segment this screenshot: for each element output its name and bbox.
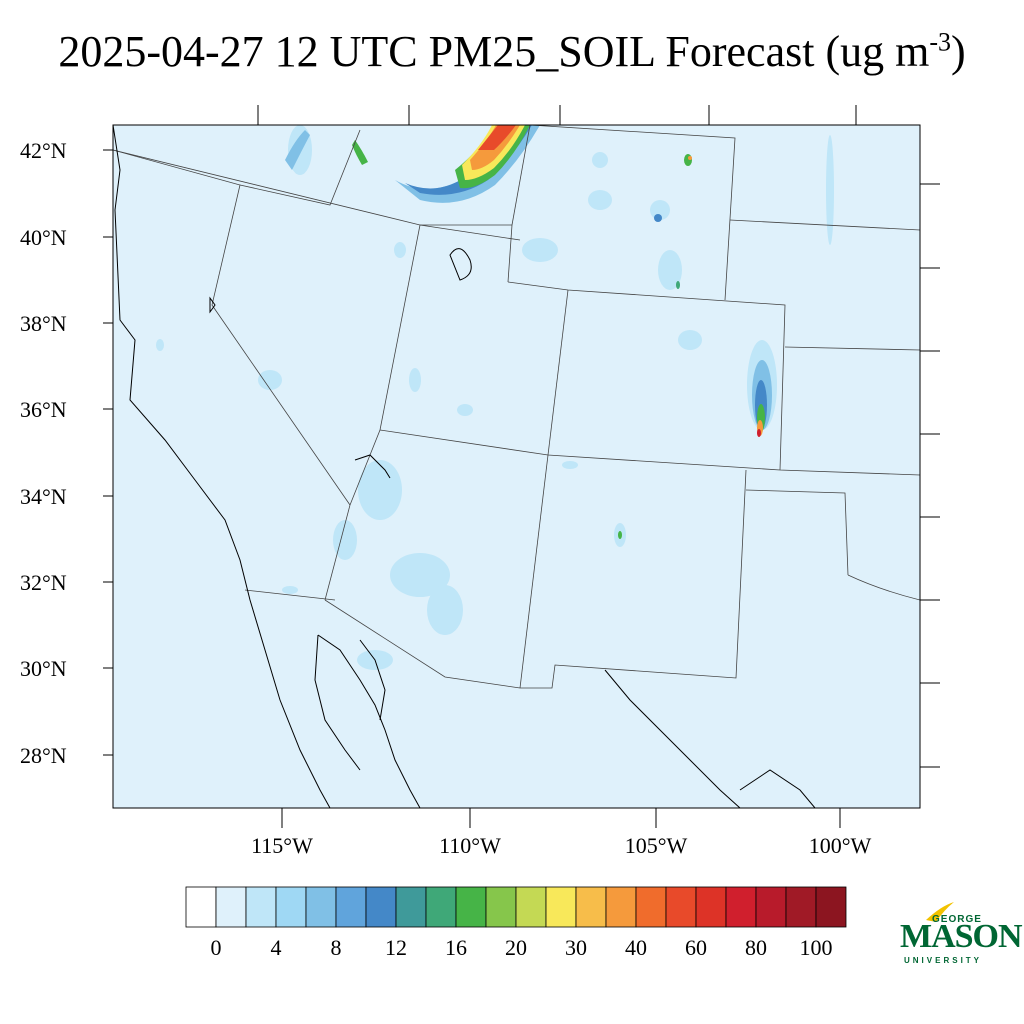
colorbar-swatch [425, 886, 457, 928]
colorbar-labels: 0 4 8 12 16 20 30 40 60 80 100 [211, 935, 833, 960]
lat-label: 32°N [20, 570, 67, 595]
coastlines [113, 125, 816, 808]
colorbar-swatch [365, 886, 397, 928]
colorbar-swatch [605, 886, 637, 928]
colorbar-label: 16 [445, 935, 467, 960]
gmu-logo-line1: GEORGE [932, 914, 982, 925]
colorbar [185, 886, 847, 928]
map-ticks [103, 105, 940, 828]
lat-label: 34°N [20, 484, 67, 509]
colorbar-label: 40 [625, 935, 647, 960]
gmu-logo-line3: UNIVERSITY [904, 956, 983, 965]
colorbar-swatch [665, 886, 697, 928]
lon-label: 115°W [251, 833, 313, 858]
colorbar-swatch [635, 886, 667, 928]
colorbar-swatch [215, 886, 247, 928]
colorbar-swatch [545, 886, 577, 928]
colorbar-swatch [815, 886, 847, 928]
map-background [113, 125, 920, 808]
lat-label: 30°N [20, 656, 67, 681]
colorbar-swatch [755, 886, 787, 928]
colorbar-label: 60 [685, 935, 707, 960]
gmu-logo-swoosh [926, 902, 954, 922]
colorbar-swatch [305, 886, 337, 928]
title-text: 2025-04-27 12 UTC PM25_SOIL Forecast (ug… [58, 27, 930, 76]
gmu-logo-line2: MASON [900, 918, 1023, 955]
colorbar-swatch [275, 886, 307, 928]
colorbar-swatch [695, 886, 727, 928]
title-tail: ) [951, 27, 966, 76]
colorbar-label: 30 [565, 935, 587, 960]
lon-label: 110°W [439, 833, 501, 858]
lon-label: 100°W [809, 833, 872, 858]
colorbar-swatch [485, 886, 517, 928]
gmu-logo: GEORGE MASON UNIVERSITY [896, 898, 1023, 968]
colorbar-swatch [185, 886, 217, 928]
colorbar-label: 0 [211, 935, 222, 960]
lat-label: 28°N [20, 743, 67, 768]
colorbar-label: 12 [385, 935, 407, 960]
colorbar-label: 80 [745, 935, 767, 960]
colorbar-label: 8 [331, 935, 342, 960]
latitude-labels: 42°N 40°N 38°N 36°N 34°N 32°N 30°N 28°N [20, 138, 67, 768]
map-frame [112, 124, 921, 809]
northern-plume [285, 125, 540, 203]
map-content [113, 125, 920, 808]
colorbar-label: 4 [271, 935, 282, 960]
page-title: 2025-04-27 12 UTC PM25_SOIL Forecast (ug… [0, 27, 1024, 76]
lat-label: 36°N [20, 397, 67, 422]
colorbar-swatch [455, 886, 487, 928]
colorbar-label: 100 [800, 935, 833, 960]
small-spots [618, 154, 692, 539]
colorbar-swatch [395, 886, 427, 928]
colorbar-swatch [725, 886, 757, 928]
lat-label: 38°N [20, 311, 67, 336]
colorbar-swatch [245, 886, 277, 928]
colorbar-swatch [515, 886, 547, 928]
colorbar-swatch [575, 886, 607, 928]
colorbar-swatch [785, 886, 817, 928]
longitude-labels: 115°W 110°W 105°W 100°W [251, 833, 871, 858]
lon-label: 105°W [625, 833, 688, 858]
title-superscript: -3 [929, 27, 951, 57]
state-boundaries [113, 125, 920, 689]
colorbar-label: 20 [505, 935, 527, 960]
colorbar-swatch [335, 886, 367, 928]
lat-label: 42°N [20, 138, 67, 163]
lat-label: 40°N [20, 225, 67, 250]
eastern-plume [747, 340, 777, 437]
